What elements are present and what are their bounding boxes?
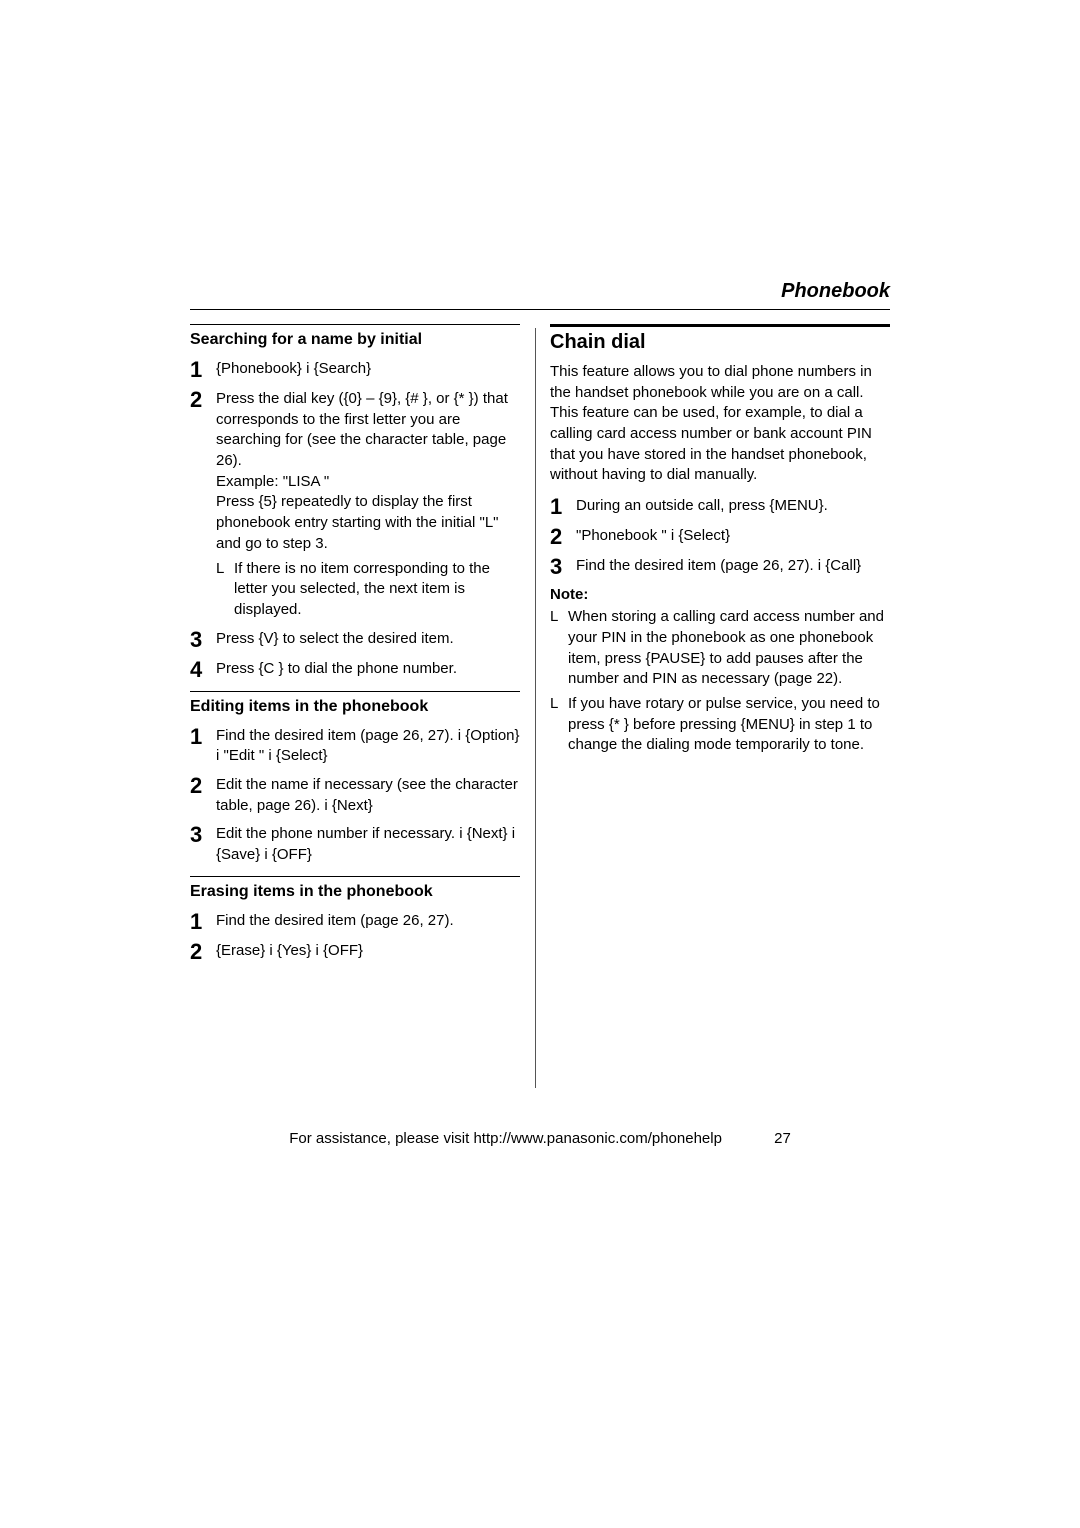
step-number: 1: [190, 359, 216, 381]
step: 2 "Phonebook " i {Select}: [550, 526, 890, 548]
text: Example: "LISA ": [216, 473, 329, 490]
columns: Searching for a name by initial 1 {Phone…: [190, 324, 890, 1094]
bullet-marker: L: [216, 559, 234, 580]
step-number: 4: [190, 659, 216, 681]
rule: [190, 691, 520, 692]
step-body: Press {V} to select the desired item.: [216, 629, 520, 650]
note-body: When storing a calling card access numbe…: [568, 607, 890, 690]
step-body: Edit the name if necessary (see the char…: [216, 775, 520, 816]
note-item: L When storing a calling card access num…: [550, 607, 890, 690]
step: 1 Find the desired item (page 26, 27). i…: [190, 726, 520, 767]
step-body: Edit the phone number if necessary. i {N…: [216, 824, 520, 865]
step-number: 3: [190, 629, 216, 651]
step: 2 Press the dial key ({0} – {9}, {# }, o…: [190, 389, 520, 621]
thick-rule: [550, 324, 890, 327]
sub-body: If there is no item corresponding to the…: [234, 559, 520, 621]
step: 2 {Erase} i {Yes} i {OFF}: [190, 941, 520, 963]
step-body: Press {C } to dial the phone number.: [216, 659, 520, 680]
step: 3 Press {V} to select the desired item.: [190, 629, 520, 651]
step-number: 2: [190, 941, 216, 963]
step-number: 2: [190, 775, 216, 797]
footer-text: For assistance, please visit http://www.…: [289, 1130, 722, 1147]
chain-dial-heading: Chain dial: [550, 331, 890, 354]
step-body: Press the dial key ({0} – {9}, {# }, or …: [216, 389, 520, 621]
note-label: Note:: [550, 586, 890, 603]
step-number: 1: [190, 911, 216, 933]
step-body: Find the desired item (page 26, 27). i {…: [576, 556, 890, 577]
step-number: 1: [550, 496, 576, 518]
step: 2 Edit the name if necessary (see the ch…: [190, 775, 520, 816]
header-rule: [190, 309, 890, 310]
step-number: 1: [190, 726, 216, 748]
step-body: During an outside call, press {MENU}.: [576, 496, 890, 517]
step: 3 Find the desired item (page 26, 27). i…: [550, 556, 890, 578]
page-header-title: Phonebook: [190, 280, 890, 303]
footer: For assistance, please visit http://www.…: [190, 1130, 890, 1147]
bullet-marker: L: [550, 694, 568, 715]
page: Phonebook Searching for a name by initia…: [190, 280, 890, 1147]
chain-intro: This feature allows you to dial phone nu…: [550, 362, 890, 486]
step-body: {Phonebook} i {Search}: [216, 359, 520, 380]
bullet-marker: L: [550, 607, 568, 628]
step: 3 Edit the phone number if necessary. i …: [190, 824, 520, 865]
step-number: 2: [190, 389, 216, 411]
erasing-heading: Erasing items in the phonebook: [190, 883, 520, 901]
step: 1 {Phonebook} i {Search}: [190, 359, 520, 381]
step-body: {Erase} i {Yes} i {OFF}: [216, 941, 520, 962]
step-number: 3: [190, 824, 216, 846]
editing-heading: Editing items in the phonebook: [190, 698, 520, 716]
text: Press {5} repeatedly to display the firs…: [216, 493, 498, 551]
searching-heading: Searching for a name by initial: [190, 331, 520, 349]
step: 1 Find the desired item (page 26, 27).: [190, 911, 520, 933]
note-body: If you have rotary or pulse service, you…: [568, 694, 890, 756]
sub-item: L If there is no item corresponding to t…: [216, 559, 520, 621]
step-body: Find the desired item (page 26, 27). i {…: [216, 726, 520, 767]
rule: [190, 876, 520, 877]
step-body: "Phonebook " i {Select}: [576, 526, 890, 547]
step: 1 During an outside call, press {MENU}.: [550, 496, 890, 518]
text: Press the dial key ({0} – {9}, {# }, or …: [216, 390, 508, 469]
step-number: 3: [550, 556, 576, 578]
step-number: 2: [550, 526, 576, 548]
column-divider: [535, 328, 536, 1088]
step: 4 Press {C } to dial the phone number.: [190, 659, 520, 681]
page-number: 27: [774, 1130, 791, 1147]
right-column: Chain dial This feature allows you to di…: [550, 324, 890, 760]
note-item: L If you have rotary or pulse service, y…: [550, 694, 890, 756]
left-column: Searching for a name by initial 1 {Phone…: [190, 324, 520, 971]
step-body: Find the desired item (page 26, 27).: [216, 911, 520, 932]
rule: [190, 324, 520, 325]
